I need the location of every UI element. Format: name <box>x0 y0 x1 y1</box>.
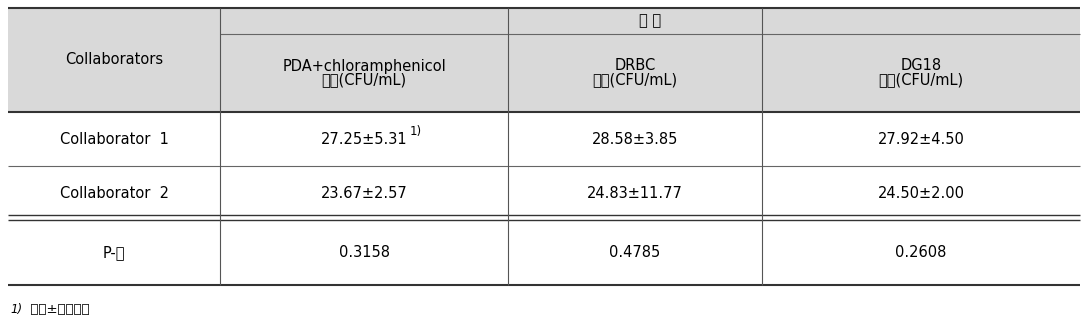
Bar <box>8 8 1080 34</box>
Bar <box>8 220 1080 285</box>
Text: 24.83±11.77: 24.83±11.77 <box>587 186 682 200</box>
Text: P-값: P-값 <box>103 245 126 260</box>
Bar <box>8 166 1080 220</box>
Text: 1): 1) <box>10 303 22 316</box>
Text: Collaborator  1: Collaborator 1 <box>60 132 168 146</box>
Text: 0.2608: 0.2608 <box>895 245 947 260</box>
Text: 23.67±2.57: 23.67±2.57 <box>321 186 407 200</box>
Bar <box>8 34 1080 112</box>
Text: 1): 1) <box>410 124 423 138</box>
Text: 균수(CFU/mL): 균수(CFU/mL) <box>593 72 677 88</box>
Text: 28.58±3.85: 28.58±3.85 <box>592 132 678 146</box>
Text: 27.25±5.31: 27.25±5.31 <box>321 132 407 146</box>
Bar <box>8 112 1080 166</box>
Text: Collaborators: Collaborators <box>64 53 163 67</box>
Text: 균수(CFU/mL): 균수(CFU/mL) <box>321 72 406 88</box>
Text: 균수(CFU/mL): 균수(CFU/mL) <box>878 72 963 88</box>
Text: 평균±표준편차: 평균±표준편차 <box>22 303 90 316</box>
Text: 베 지: 베 지 <box>639 13 661 29</box>
Text: 24.50±2.00: 24.50±2.00 <box>878 186 964 200</box>
Text: Collaborator  2: Collaborator 2 <box>59 186 168 200</box>
Text: PDA+chloramphenicol: PDA+chloramphenicol <box>282 59 446 73</box>
Text: 27.92±4.50: 27.92±4.50 <box>878 132 964 146</box>
Text: DG18: DG18 <box>901 59 941 73</box>
Text: 0.4785: 0.4785 <box>609 245 661 260</box>
Text: 0.3158: 0.3158 <box>339 245 390 260</box>
Text: DRBC: DRBC <box>615 59 655 73</box>
